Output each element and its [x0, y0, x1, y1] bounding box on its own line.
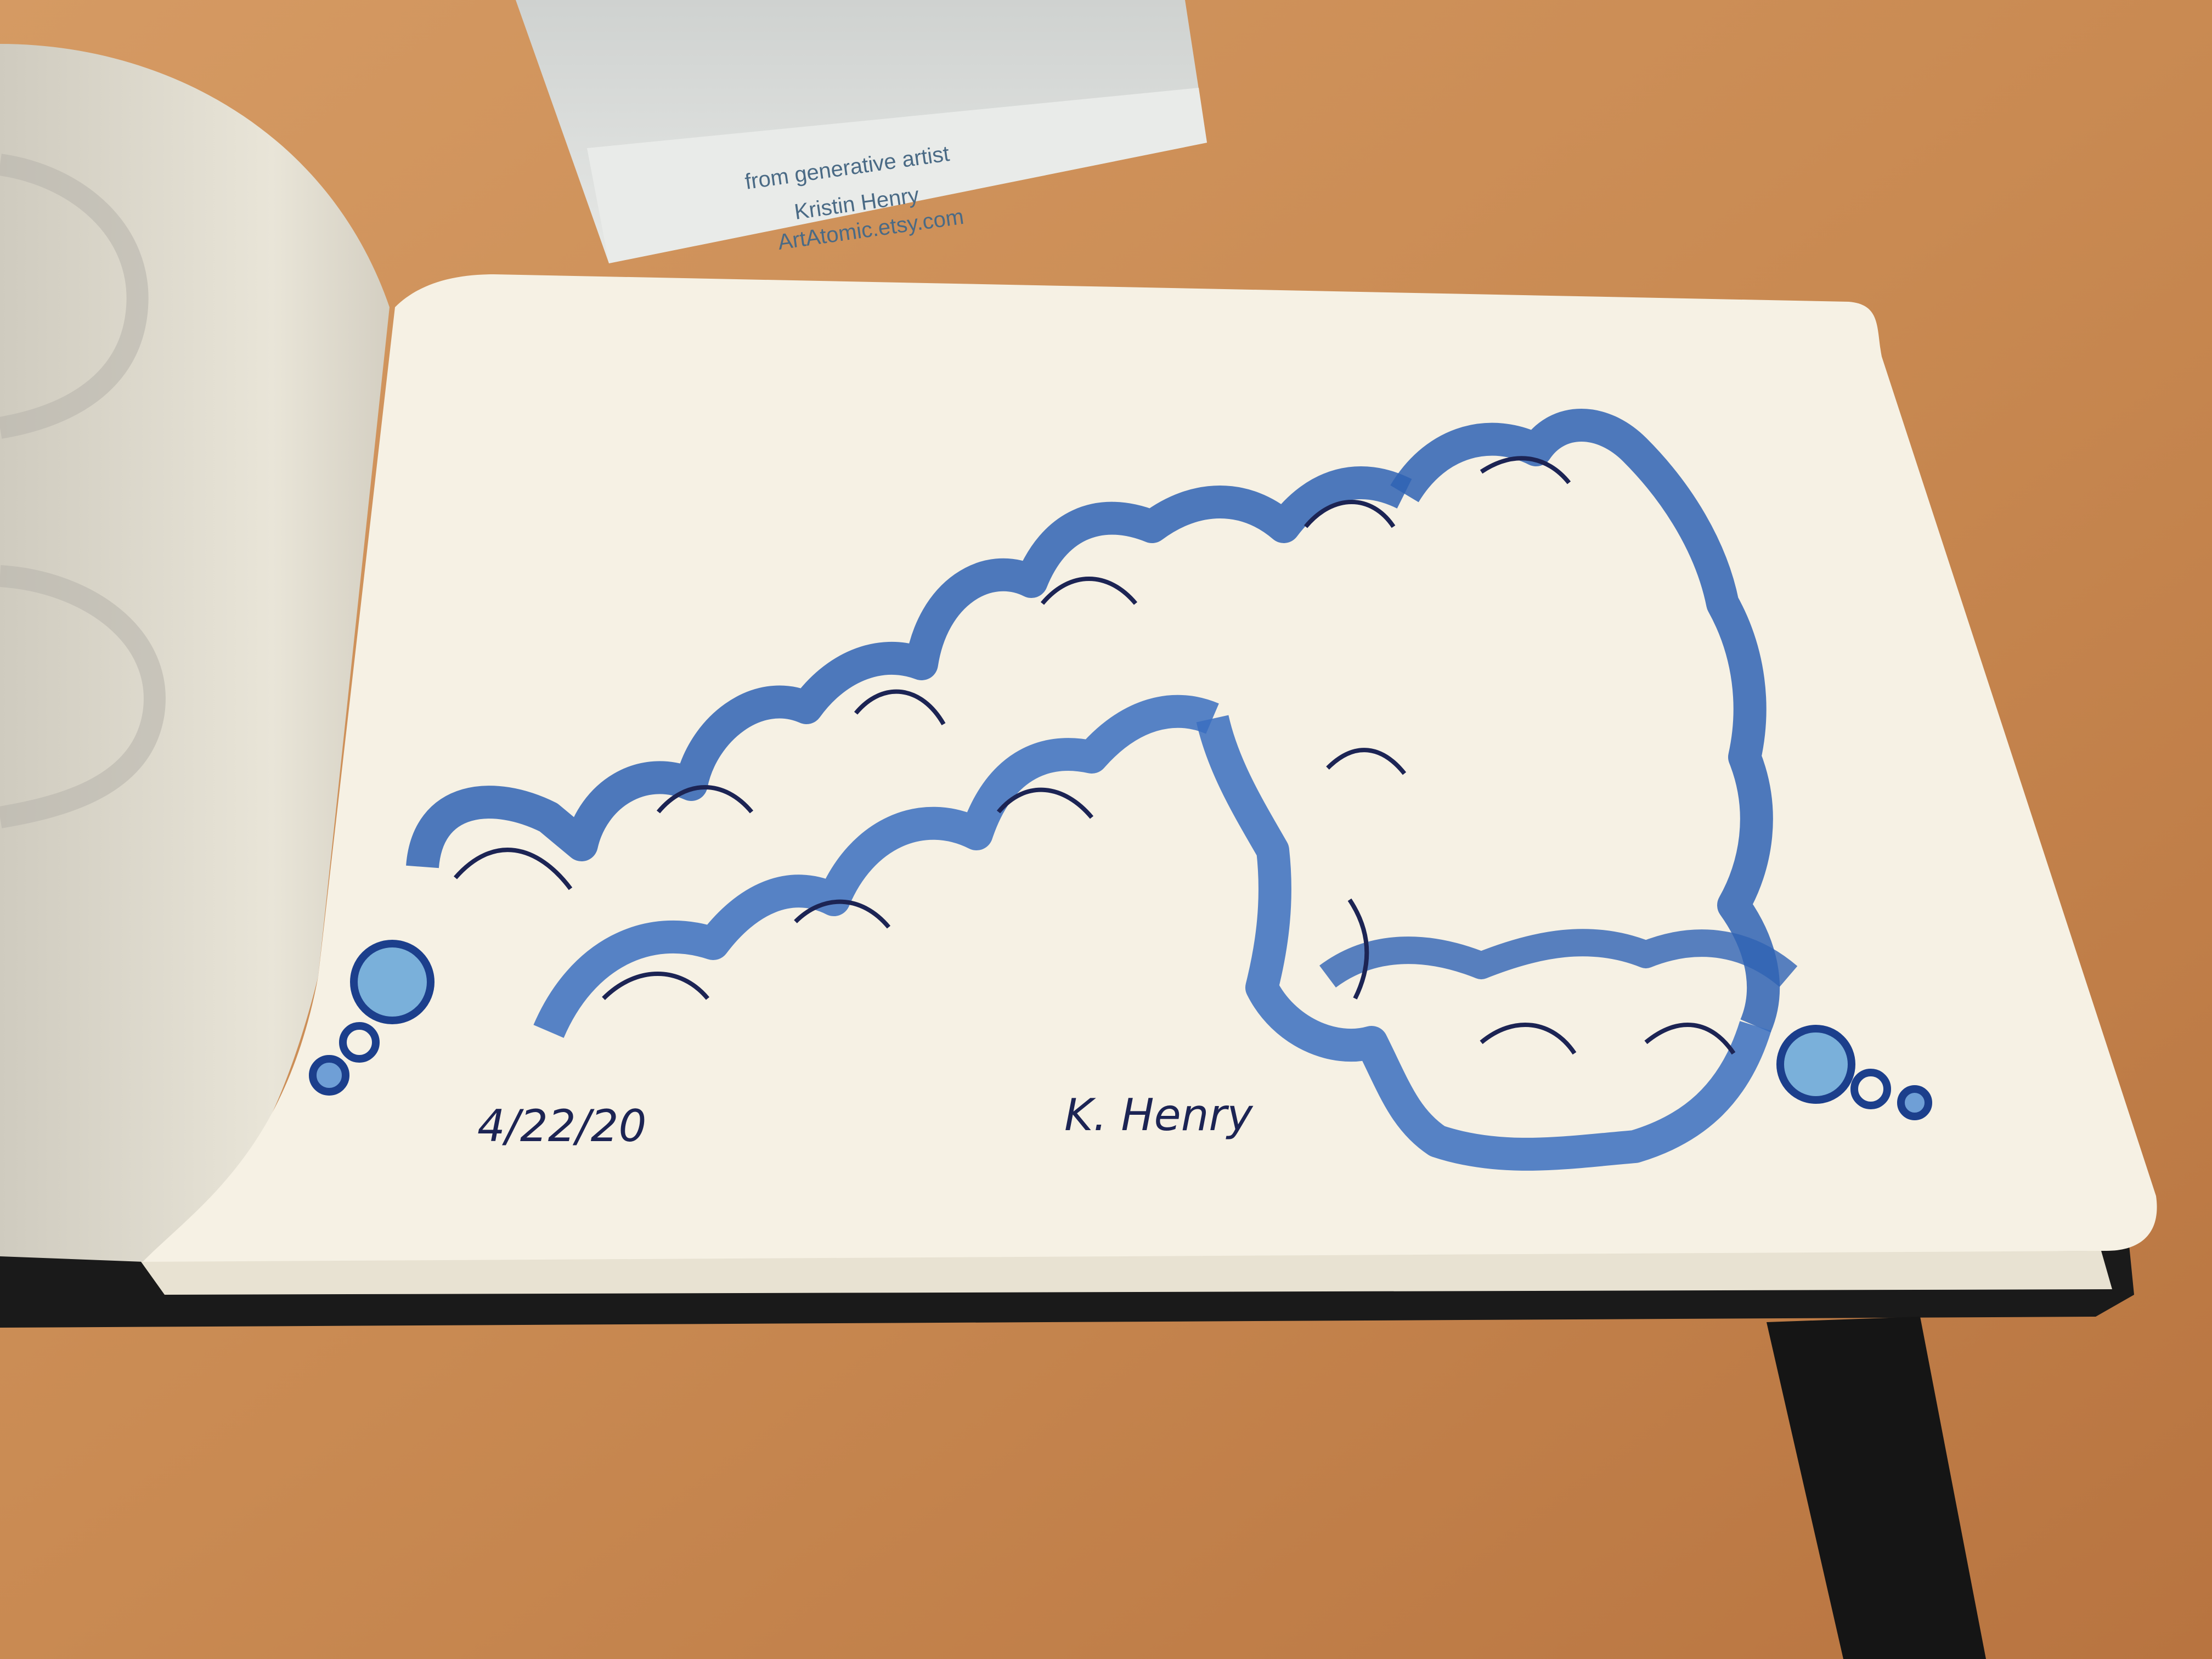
business-card: from generative artist Kristin Henry Art…	[516, 0, 1207, 263]
zentangle-drawing	[309, 409, 1932, 1171]
bead-icon	[339, 1022, 380, 1063]
bead-icon	[1776, 1025, 1855, 1104]
bead-icon	[1897, 1085, 1932, 1120]
bead-icon	[309, 1055, 349, 1096]
date-label: 4/22/20	[477, 1101, 646, 1152]
bead-icon	[1850, 1069, 1891, 1109]
sketchbook	[0, 44, 2157, 1659]
elastic-band	[1767, 1317, 1986, 1659]
left-page	[0, 44, 390, 1262]
signature: K. Henry	[1064, 1090, 1254, 1141]
right-page	[143, 274, 2157, 1262]
bead-icon	[350, 940, 435, 1024]
